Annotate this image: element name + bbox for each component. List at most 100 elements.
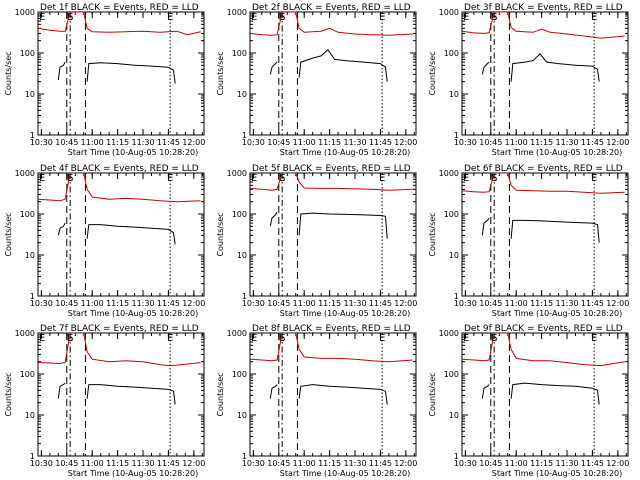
y-tick-label: 10 (25, 251, 35, 260)
x-tick-label: 11:45 (581, 138, 604, 147)
x-tick-label: 11:00 (505, 459, 528, 468)
y-tick-label: 10 (449, 411, 459, 420)
plot-frame (249, 11, 417, 136)
y-tick-label: 100 (232, 210, 247, 219)
x-tick-label: 12:00 (182, 138, 205, 147)
x-tick-label: 12:00 (394, 299, 417, 308)
y-axis-label: Counts/sec (4, 372, 13, 416)
x-tick-label: 11:00 (81, 459, 104, 468)
y-tick-label: 10 (237, 411, 247, 420)
panel-det-1: Det 1f BLACK = Events, RED = LLD 1 10 100 10… (4, 3, 205, 157)
series-lld-line (462, 333, 625, 367)
panel-title: Det 9f BLACK = Events, RED = LLD (464, 324, 623, 334)
x-tick-label: 10:30 (30, 299, 53, 308)
x-tick-label: 12:00 (606, 299, 629, 308)
y-tick-label: 1000 (15, 169, 35, 178)
y-axis-label: Counts/sec (4, 212, 13, 256)
y-tick-label: 1 (454, 131, 459, 140)
series-lld-line (250, 333, 413, 363)
series-lld-line (462, 173, 625, 194)
y-axis-label: Counts/sec (428, 212, 437, 256)
x-tick-label: 12:00 (606, 459, 629, 468)
event-marker-label: E (463, 12, 469, 23)
event-marker-label: E (251, 12, 257, 23)
x-tick-label: 12:00 (606, 138, 629, 147)
y-tick-label: 100 (20, 49, 35, 58)
event-marker-label: S (67, 333, 73, 344)
event-marker-label: E (591, 12, 597, 23)
y-axis-label: Counts/sec (428, 372, 437, 416)
x-tick-label: 10:45 (479, 459, 502, 468)
panel-det-8: Det 8f BLACK = Events, RED = LLD 1 10 100 10… (216, 324, 417, 478)
x-tick-label: 11:15 (530, 138, 553, 147)
x-tick-label: 11:30 (555, 138, 578, 147)
x-tick-label: 12:00 (182, 299, 205, 308)
event-marker-label: E (379, 173, 385, 184)
x-tick-label: 11:30 (555, 459, 578, 468)
panel-det-2: Det 2f BLACK = Events, RED = LLD 1 10 100 10… (216, 3, 417, 157)
panel-title: Det 7f BLACK = Events, RED = LLD (40, 324, 199, 334)
event-marker-label: E (463, 173, 469, 184)
y-tick-label: 10 (25, 90, 35, 99)
y-tick-label: 100 (20, 370, 35, 379)
y-tick-label: 1 (30, 292, 35, 301)
x-axis-label: Start Time (10-Aug-05 10:28:20) (280, 469, 411, 478)
x-tick-label: 10:30 (30, 459, 53, 468)
x-tick-label: 11:45 (369, 299, 392, 308)
x-tick-label: 11:15 (318, 138, 341, 147)
event-marker-label: E (379, 333, 385, 344)
plot-frame (461, 332, 629, 457)
x-tick-label: 11:15 (530, 299, 553, 308)
x-tick-label: 11:15 (106, 299, 129, 308)
event-marker-label: E (591, 173, 597, 184)
x-axis-label: Start Time (10-Aug-05 10:28:20) (68, 148, 199, 157)
event-marker-label: S (491, 333, 497, 344)
plot-frame (37, 332, 205, 457)
y-tick-label: 1000 (227, 329, 247, 338)
series-events-line (57, 61, 176, 84)
event-marker-label: E (591, 333, 597, 344)
x-axis-label: Start Time (10-Aug-05 10:28:20) (492, 148, 623, 157)
x-tick-label: 11:45 (369, 459, 392, 468)
event-marker-label: E (251, 173, 257, 184)
x-tick-label: 12:00 (182, 459, 205, 468)
y-axis-label: Counts/sec (4, 51, 13, 95)
x-axis-label: Start Time (10-Aug-05 10:28:20) (492, 469, 623, 478)
series-events-line (481, 217, 600, 243)
event-marker-label: E (39, 12, 45, 23)
panel-title: Det 2f BLACK = Events, RED = LLD (252, 3, 411, 13)
y-tick-label: 1000 (439, 169, 459, 178)
series-lld-line (462, 12, 625, 39)
event-marker-label: S (279, 333, 285, 344)
y-tick-label: 10 (449, 251, 459, 260)
x-tick-label: 10:30 (30, 138, 53, 147)
x-tick-label: 11:30 (131, 459, 154, 468)
x-tick-label: 10:30 (242, 459, 265, 468)
y-tick-label: 100 (232, 49, 247, 58)
x-tick-label: 10:45 (55, 299, 78, 308)
plot-frame (37, 172, 205, 297)
y-tick-label: 1000 (15, 329, 35, 338)
y-tick-label: 1 (30, 131, 35, 140)
event-marker-label: E (379, 12, 385, 23)
y-tick-label: 1 (454, 452, 459, 461)
x-tick-label: 10:30 (454, 138, 477, 147)
panel-det-3: Det 3f BLACK = Events, RED = LLD 1 10 100 10… (428, 3, 629, 157)
panel-title: Det 1f BLACK = Events, RED = LLD (40, 3, 199, 13)
event-marker-label: E (167, 173, 173, 184)
y-tick-label: 1000 (439, 329, 459, 338)
event-marker-label: E (39, 333, 45, 344)
x-axis-label: Start Time (10-Aug-05 10:28:20) (68, 309, 199, 318)
series-events-line (57, 222, 176, 245)
event-marker-label: S (67, 173, 73, 184)
plot-frame (461, 172, 629, 297)
y-tick-label: 1 (242, 452, 247, 461)
y-axis-label: Counts/sec (216, 372, 225, 416)
x-tick-label: 11:45 (369, 138, 392, 147)
x-tick-label: 11:45 (157, 299, 180, 308)
y-axis-label: Counts/sec (428, 51, 437, 95)
event-marker-label: E (167, 333, 173, 344)
plot-frame (249, 172, 417, 297)
x-tick-label: 10:45 (267, 138, 290, 147)
